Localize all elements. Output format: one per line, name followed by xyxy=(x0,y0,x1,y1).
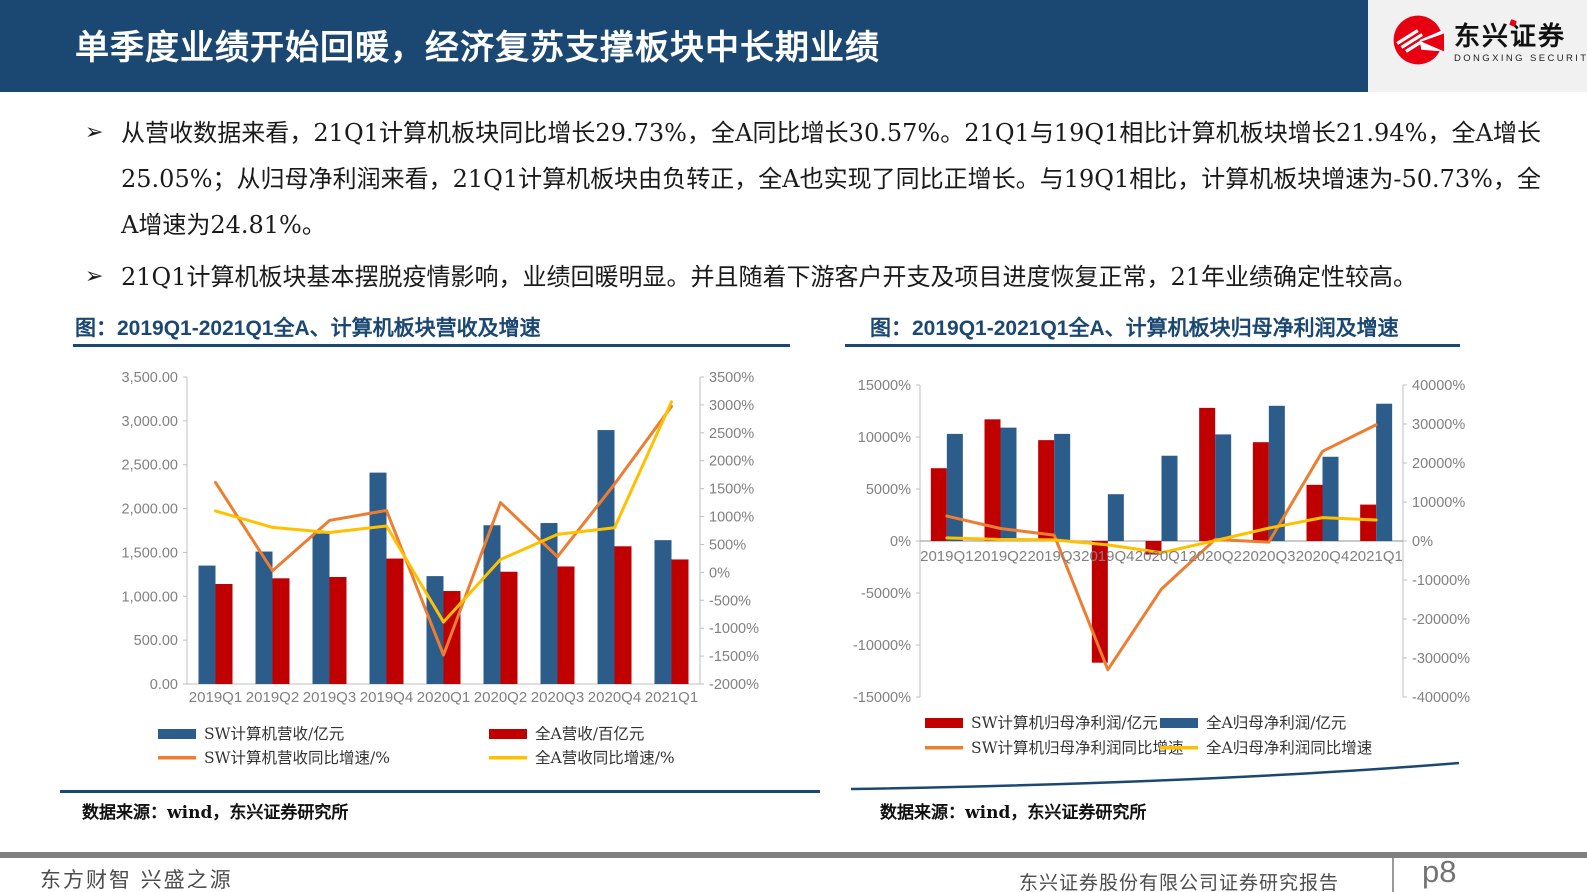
profit-chart-section: 图：2019Q1-2021Q1全A、计算机板块归母净利润及增速 -15000% -… xyxy=(845,308,1485,838)
chart-source: 数据来源：wind，东兴证券研究所 xyxy=(82,803,349,823)
svg-text:-500%: -500% xyxy=(709,593,751,609)
svg-text:2000%: 2000% xyxy=(709,454,754,470)
svg-text:2019Q1: 2019Q1 xyxy=(189,689,242,706)
svg-text:2,500.00: 2,500.00 xyxy=(122,458,178,474)
svg-text:全A营收同比增速/%: 全A营收同比增速/% xyxy=(535,749,675,767)
svg-text:2019Q1: 2019Q1 xyxy=(920,548,973,565)
brand-name-cn: 东兴证券 xyxy=(1454,21,1567,51)
chart-bottom-rule xyxy=(60,790,820,793)
svg-text:15000%: 15000% xyxy=(858,378,911,394)
svg-text:-20000%: -20000% xyxy=(1412,612,1470,628)
svg-text:SW计算机归母净利润/亿元: SW计算机归母净利润/亿元 xyxy=(971,713,1158,732)
svg-text:SW计算机营收/亿元: SW计算机营收/亿元 xyxy=(204,724,344,743)
svg-text:0%: 0% xyxy=(890,534,911,550)
svg-text:40000%: 40000% xyxy=(1412,378,1465,394)
bullet-item: ➢ 从营收数据来看，21Q1计算机板块同比增长29.73%，全A同比增长30.5… xyxy=(85,110,1541,248)
svg-text:2020Q2: 2020Q2 xyxy=(1188,548,1241,565)
svg-text:全A归母净利润同比增速: 全A归母净利润同比增速 xyxy=(1206,739,1372,757)
svg-text:2019Q3: 2019Q3 xyxy=(303,689,356,706)
svg-text:1,500.00: 1,500.00 xyxy=(122,545,178,561)
svg-text:-15000%: -15000% xyxy=(853,690,911,706)
svg-text:-1000%: -1000% xyxy=(709,621,759,637)
svg-text:2020Q3: 2020Q3 xyxy=(1242,548,1295,565)
bullet-marker: ➢ xyxy=(85,120,104,145)
bullet-text: 从营收数据来看，21Q1计算机板块同比增长29.73%，全A同比增长30.57%… xyxy=(121,119,1541,239)
revenue-chart: 0.00 500.00 1,000.00 1,500.00 2,000.00 2,500.… xyxy=(122,370,760,767)
svg-text:0%: 0% xyxy=(709,565,730,581)
svg-text:1000%: 1000% xyxy=(709,510,754,526)
svg-text:2021Q1: 2021Q1 xyxy=(1349,548,1402,565)
footer-page-divider xyxy=(1392,858,1394,892)
svg-text:2020Q3: 2020Q3 xyxy=(531,689,584,706)
svg-text:-5000%: -5000% xyxy=(861,586,911,602)
svg-text:1,000.00: 1,000.00 xyxy=(122,589,178,605)
page-title: 单季度业绩开始回暖，经济复苏支撑板块中长期业绩 xyxy=(75,29,880,67)
svg-text:0.00: 0.00 xyxy=(150,677,178,693)
svg-text:2019Q4: 2019Q4 xyxy=(1081,548,1134,565)
revenue-chart-section: 图：2019Q1-2021Q1全A、计算机板块营收及增速 0.00 500.00 1… xyxy=(60,308,820,838)
header-bar: 单季度业绩开始回暖，经济复苏支撑板块中长期业绩 xyxy=(0,0,1368,92)
chart-title-underline xyxy=(845,344,1460,347)
svg-text:1500%: 1500% xyxy=(709,482,754,498)
svg-text:2021Q1: 2021Q1 xyxy=(645,689,698,706)
bullet-marker: ➢ xyxy=(85,264,104,289)
svg-text:SW计算机归母净利润同比增速: SW计算机归母净利润同比增速 xyxy=(971,738,1184,757)
svg-text:0%: 0% xyxy=(1412,534,1433,550)
svg-text:全A归母净利润/亿元: 全A归母净利润/亿元 xyxy=(1206,714,1346,732)
bullet-text: 21Q1计算机板块基本摆脱疫情影响，业绩回暖明显。并且随着下游客户开支及项目进度… xyxy=(121,263,1418,291)
svg-text:-40000%: -40000% xyxy=(1412,690,1470,706)
svg-text:-10000%: -10000% xyxy=(1412,573,1470,589)
footer-report-label: 东兴证券股份有限公司证券研究报告 xyxy=(1018,873,1339,892)
svg-text:-10000%: -10000% xyxy=(853,638,911,654)
svg-text:500.00: 500.00 xyxy=(134,633,178,649)
svg-text:-1500%: -1500% xyxy=(709,649,759,665)
dongxing-logo-icon xyxy=(1392,14,1444,71)
svg-text:2020Q4: 2020Q4 xyxy=(588,689,641,706)
brand-name-en: DONGXING SECURITIES xyxy=(1454,53,1587,64)
svg-text:2020Q1: 2020Q1 xyxy=(417,689,470,706)
svg-text:2019Q2: 2019Q2 xyxy=(246,689,299,706)
svg-text:10000%: 10000% xyxy=(1412,495,1465,511)
svg-text:3500%: 3500% xyxy=(709,370,754,386)
profit-chart: -15000% -10000% -5000% 0% 5000% 10000% 15000% -… xyxy=(853,378,1470,757)
svg-text:2019Q3: 2019Q3 xyxy=(1027,548,1080,565)
svg-text:5000%: 5000% xyxy=(866,482,911,498)
svg-text:2020Q2: 2020Q2 xyxy=(474,689,527,706)
footer-divider xyxy=(0,852,1587,858)
svg-text:2020Q1: 2020Q1 xyxy=(1135,548,1188,565)
svg-text:2,000.00: 2,000.00 xyxy=(122,502,178,518)
svg-text:-30000%: -30000% xyxy=(1412,651,1470,667)
chart-title: 图：2019Q1-2021Q1全A、计算机板块归母净利润及增速 xyxy=(870,317,1399,340)
chart-title: 图：2019Q1-2021Q1全A、计算机板块营收及增速 xyxy=(75,317,541,340)
svg-text:-2000%: -2000% xyxy=(709,677,759,693)
svg-text:3,000.00: 3,000.00 xyxy=(122,414,178,430)
svg-text:2019Q4: 2019Q4 xyxy=(360,689,413,706)
svg-text:20000%: 20000% xyxy=(1412,456,1465,472)
chart-swoosh-line xyxy=(845,756,1465,801)
svg-text:30000%: 30000% xyxy=(1412,417,1465,433)
svg-text:全A营收/百亿元: 全A营收/百亿元 xyxy=(535,725,644,743)
svg-text:2019Q2: 2019Q2 xyxy=(974,548,1027,565)
svg-text:10000%: 10000% xyxy=(858,430,911,446)
bullet-list: ➢ 从营收数据来看，21Q1计算机板块同比增长29.73%，全A同比增长30.5… xyxy=(85,110,1541,306)
svg-text:3000%: 3000% xyxy=(709,398,754,414)
svg-text:2020Q4: 2020Q4 xyxy=(1296,548,1349,565)
bullet-item: ➢ 21Q1计算机板块基本摆脱疫情影响，业绩回暖明显。并且随着下游客户开支及项目… xyxy=(85,254,1541,300)
svg-text:3,500.00: 3,500.00 xyxy=(122,370,178,386)
svg-text:500%: 500% xyxy=(709,537,746,553)
brand-logo: 东兴证券 DONGXING SECURITIES xyxy=(1368,0,1587,92)
svg-text:2500%: 2500% xyxy=(709,426,754,442)
svg-text:SW计算机营收同比增速/%: SW计算机营收同比增速/% xyxy=(204,748,390,767)
page-number: p8 xyxy=(1422,854,1457,889)
chart-title-underline xyxy=(73,344,790,347)
chart-source: 数据来源：wind，东兴证券研究所 xyxy=(880,803,1147,823)
footer-slogan: 东方财智 兴盛之源 xyxy=(40,868,233,892)
